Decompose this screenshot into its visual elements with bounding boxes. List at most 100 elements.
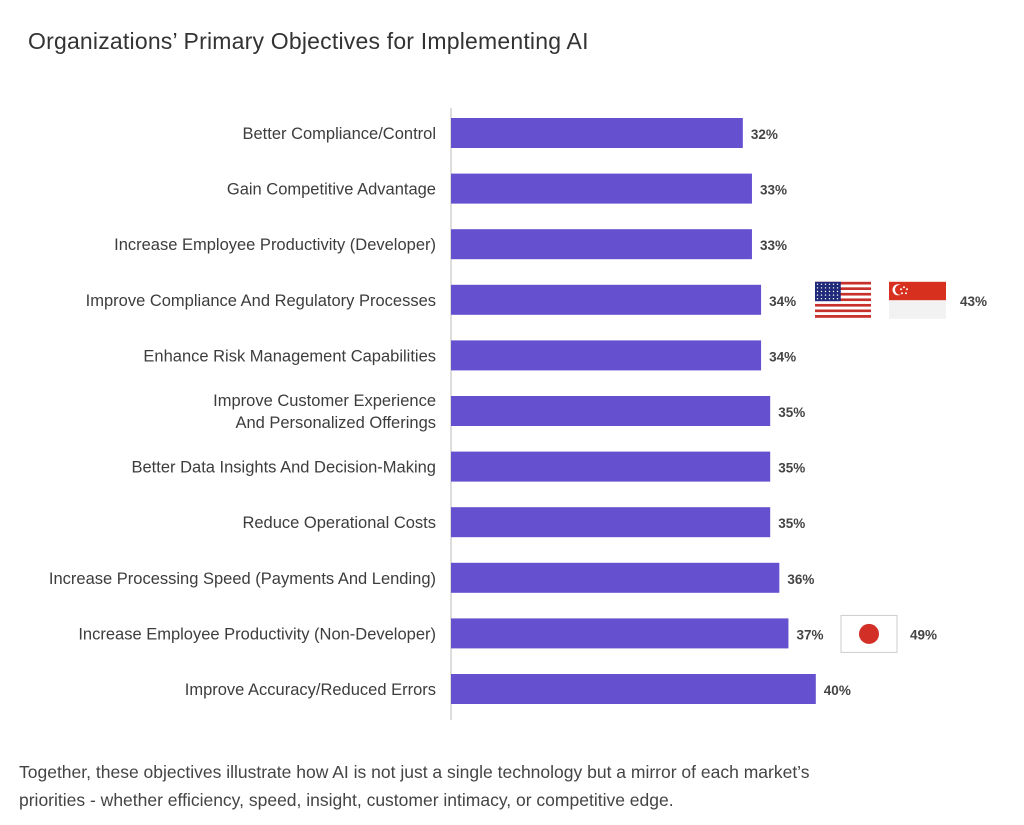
flag-star [816,298,819,300]
flag-white-band [889,300,946,319]
bar [451,618,789,649]
bar-row: Improve Accuracy/Reduced Errors 40% [185,674,851,704]
flag-star [836,287,839,289]
flag-stripe [815,287,871,291]
bar-row: Better Compliance/Control 32% [242,118,778,148]
flag-stripe [815,298,871,302]
category-label: Enhance Risk Management Capabilities [143,347,436,365]
footnote: Together, these objectives illustrate ho… [19,762,810,810]
bar-row: Increase Employee Productivity (Non-Deve… [78,618,823,649]
category-label: Better Compliance/Control [242,125,436,143]
bar-row: Increase Employee Productivity (Develope… [114,229,787,260]
flag-star [824,283,827,285]
bar-row: Increase Processing Speed (Payments And … [49,562,814,593]
flag-star [832,287,835,289]
bar-chart: Better Compliance/Control 32% Gain Competi… [49,108,987,720]
category-label: Increase Employee Productivity (Non-Deve… [78,625,436,643]
bar [451,229,752,260]
united-states-flag [815,281,871,318]
bar-row: Gain Competitive Advantage 33% [227,173,787,204]
flag-star [836,294,839,296]
flag-star [824,290,827,293]
value-label: 40% [824,683,851,698]
flag-star [903,286,905,289]
country-annotation: 49% [840,614,937,653]
value-label: 35% [778,405,805,420]
flag-star [816,290,819,293]
category-label: Improve Compliance And Regulatory Proces… [86,292,436,310]
flag-stripe [815,315,871,318]
singapore-flag [889,281,946,319]
flag-stripe [815,290,871,293]
flag-star [828,287,831,289]
category-label: Improve Accuracy/Reduced Errors [185,681,436,699]
annotation-value-label: 43% [960,294,987,309]
category-label: And Personalized Offerings [235,414,436,432]
flag-star [824,294,827,296]
flag-star [901,292,903,295]
bar-row: Enhance Risk Management Capabilities 34% [143,340,796,371]
flag-canton [815,281,841,302]
category-label: Increase Processing Speed (Payments And … [49,570,436,588]
flag-star [820,298,823,300]
flag-star [905,292,907,295]
bar-row: Reduce Operational Costs 35% [242,507,805,538]
flag-star [824,287,827,289]
flag-stripe [815,303,871,307]
flag-star [828,294,831,296]
flag-star [832,294,835,296]
flag-star [820,290,823,293]
flag-star [906,288,908,291]
value-label: 36% [787,572,814,587]
value-label: 34% [769,294,796,309]
flag-star [832,283,835,285]
chart-title: Organizations’ Primary Objectives for Im… [28,28,589,54]
country-annotation: 43% [815,281,987,319]
bar-row: Better Data Insights And Decision-Making… [132,451,805,482]
flag-stripe [815,284,871,288]
category-label: Increase Employee Productivity (Develope… [114,236,436,254]
bar [451,396,771,426]
annotation-value-label: 49% [910,627,937,642]
bar [451,562,780,593]
bar [451,118,743,148]
flag-star [816,287,819,289]
flag-star [828,290,831,293]
flag-star [820,287,823,289]
flag-star [836,298,839,300]
value-label: 32% [751,127,778,142]
flag-star [820,283,823,285]
value-label: 35% [778,516,805,531]
flag-star [824,298,827,300]
category-label: Better Data Insights And Decision-Making [132,459,437,477]
bar [451,451,771,482]
flag-star [828,283,831,285]
flag-star [816,283,819,285]
flag-sun [859,623,879,644]
flag-star [836,283,839,285]
value-label: 37% [796,627,823,642]
flag-star [832,298,835,300]
value-label: 33% [760,238,787,253]
flag-star [820,294,823,296]
flag-stripe [815,301,871,304]
flag-star [816,294,819,296]
bar [451,340,762,371]
flag-star [832,290,835,293]
value-label: 34% [769,349,796,364]
bar-row: Improve Customer Experience And Personali… [213,392,805,432]
bar [451,507,771,538]
bar [451,284,762,315]
flag-stripe [815,281,871,285]
flag-stripe [815,295,871,299]
flag-star [836,290,839,293]
japan-flag [840,614,898,653]
value-label: 35% [778,461,805,476]
flag-star [900,288,902,291]
category-label: Improve Customer Experience [213,392,436,410]
flag-stripe [815,312,871,316]
bar [451,173,752,204]
flag-star [828,298,831,300]
value-label: 33% [760,183,787,198]
flag-stripe [815,306,871,310]
